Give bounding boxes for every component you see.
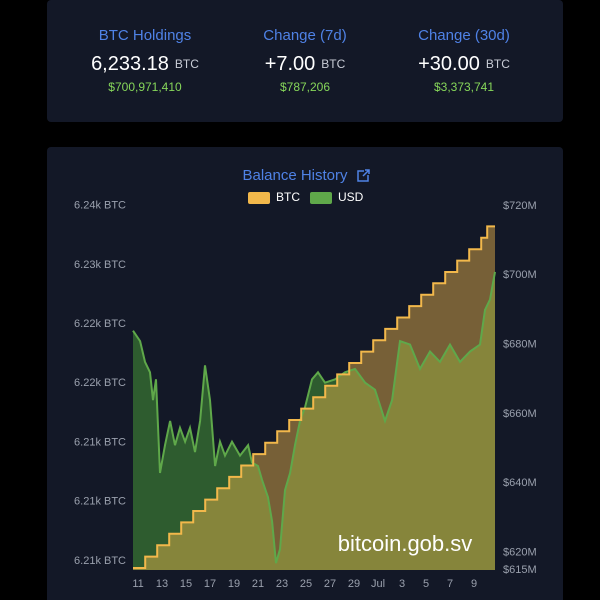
legend-swatch: [310, 192, 332, 204]
y-tick-label: 6.22k BTC: [74, 318, 126, 330]
y-tick-label: 6.23k BTC: [74, 259, 126, 271]
y2-tick-label: $660M: [503, 408, 537, 420]
stat-usd: $3,373,741: [434, 80, 494, 94]
plot: 6.24k BTC 6.23k BTC 6.22k BTC 6.22k BTC 6.21…: [74, 190, 537, 590]
x-tick-label: 29: [348, 578, 360, 590]
x-tick-label: 21: [252, 578, 264, 590]
y-tick-label: 6.21k BTC: [74, 555, 126, 567]
stats-panel: [47, 0, 563, 122]
x-tick-label: 27: [324, 578, 336, 590]
x-tick-label: 25: [300, 578, 312, 590]
y2-tick-label: $720M: [503, 200, 537, 212]
external-link-icon[interactable]: [357, 169, 370, 182]
stat-label: Change (30d): [418, 27, 510, 44]
stat-unit: BTC: [175, 57, 199, 71]
stats: BTC Holdings 6,233.18 BTC $700,971,410 Chang…: [91, 27, 510, 94]
chart-title[interactable]: Balance History: [242, 167, 348, 184]
stat-value: +30.00: [418, 53, 480, 75]
x-tick-label: 5: [423, 578, 429, 590]
x-tick-label: 19: [228, 578, 240, 590]
x-tick-label: 23: [276, 578, 288, 590]
watermark: bitcoin.gob.sv: [338, 531, 473, 556]
stat-value-line: +7.00 BTC: [265, 53, 346, 75]
line: [132, 271, 496, 564]
stat-usd: $700,971,410: [108, 80, 182, 94]
y-tick-label: 6.22k BTC: [74, 377, 126, 389]
y2-tick-label: $640M: [503, 477, 537, 489]
legend-label: USD: [338, 190, 364, 204]
x-tick-label: 13: [156, 578, 168, 590]
x-tick-label: 15: [180, 578, 192, 590]
y-tick-label: 6.21k BTC: [74, 496, 126, 508]
legend-swatch: [248, 192, 270, 204]
x-tick-label: 11: [132, 578, 143, 590]
y2-tick-label: $680M: [503, 339, 537, 351]
stat-value: 6,233.18: [91, 53, 169, 75]
x-tick-label: Jul: [371, 578, 385, 590]
stat-label: Change (7d): [263, 27, 346, 44]
y-tick-label: 6.21k BTC: [74, 436, 126, 448]
stat-unit: BTC: [486, 57, 510, 71]
y-tick-label: 6.24k BTC: [74, 200, 126, 212]
stat-unit: BTC: [321, 57, 345, 71]
stat-value-line: +30.00 BTC: [418, 53, 510, 75]
legend-label: BTC: [276, 190, 300, 204]
x-tick-label: 3: [399, 578, 405, 590]
area: [133, 271, 495, 570]
x-tick-label: 7: [447, 578, 453, 590]
x-tick-label: 9: [471, 578, 477, 590]
y2-tick-label: $700M: [503, 269, 537, 281]
y2-tick-label: $615M: [503, 564, 537, 576]
x-tick-label: 17: [204, 578, 216, 590]
y2-tick-label: $620M: [503, 547, 537, 559]
line: [133, 225, 495, 569]
stat-value: +7.00: [265, 53, 316, 75]
stat-usd: $787,206: [280, 80, 330, 94]
stat-label: BTC Holdings: [99, 27, 192, 44]
stat-value-line: 6,233.18 BTC: [91, 53, 199, 75]
